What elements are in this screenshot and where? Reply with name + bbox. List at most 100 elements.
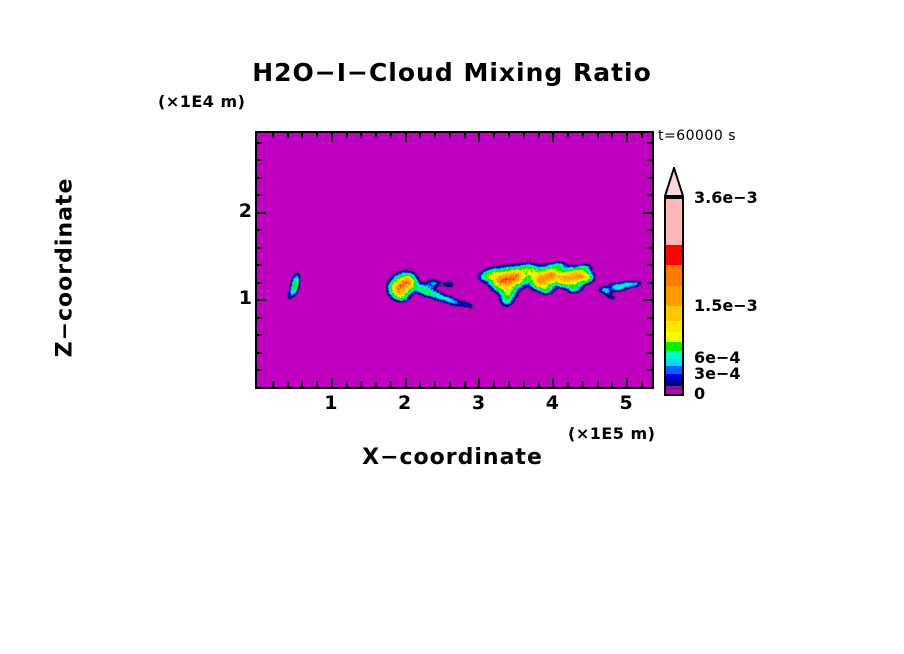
- y-tick-right: [647, 229, 652, 232]
- x-tick: [375, 382, 378, 387]
- x-tick: [626, 378, 629, 387]
- x-tick-top: [271, 133, 274, 138]
- contour-plot-area: [255, 131, 654, 389]
- x-tick-label: 5: [619, 392, 633, 414]
- y-tick-right: [647, 281, 652, 284]
- x-tick-top: [345, 133, 348, 138]
- colorbar-band: [666, 342, 682, 352]
- colorbar-band: [666, 373, 682, 381]
- y-tick-right: [647, 316, 652, 319]
- x-tick: [345, 382, 348, 387]
- x-tick-top: [389, 133, 392, 138]
- x-axis-label: X−coordinate: [362, 445, 543, 470]
- y-tick: [257, 176, 262, 179]
- y-tick: [257, 194, 262, 197]
- title-text: H2O−I−Cloud Mixing Ratio: [252, 58, 652, 87]
- colorbar-band: [666, 306, 682, 321]
- x-tick-label: 3: [471, 392, 486, 414]
- x-tick-top: [626, 133, 629, 142]
- x-tick-top: [522, 133, 525, 138]
- colorbar-tick-label: 3.6e−3: [694, 188, 758, 207]
- x-tick: [581, 382, 584, 387]
- y-tick-right: [647, 176, 652, 179]
- x-tick: [493, 382, 496, 387]
- x-tick-top: [360, 133, 363, 138]
- x-tick-top: [463, 133, 466, 138]
- x-tick: [286, 382, 289, 387]
- y-tick-right: [643, 299, 652, 302]
- colorbar-band: [666, 320, 682, 332]
- x-tick: [271, 382, 274, 387]
- colorbar-band: [666, 331, 682, 343]
- time-annotation: t=60000 s: [658, 128, 736, 144]
- y-axis-label: Z−coordinate: [52, 177, 78, 358]
- y-tick-right: [647, 369, 652, 372]
- x-tick-top: [537, 133, 540, 138]
- x-tick-top: [448, 133, 451, 138]
- x-tick: [404, 378, 407, 387]
- x-tick: [508, 382, 511, 387]
- x-tick-top: [611, 133, 614, 138]
- y-tick: [257, 229, 262, 232]
- y-tick: [257, 369, 262, 372]
- x-tick-top: [434, 133, 437, 138]
- colorbar-band: [666, 380, 682, 387]
- x-tick: [463, 382, 466, 387]
- x-tick: [330, 378, 333, 387]
- y-tick: [257, 211, 266, 214]
- x-tick-top: [404, 133, 407, 142]
- x-tick-top: [596, 133, 599, 138]
- x-tick-top: [581, 133, 584, 138]
- y-tick: [257, 159, 262, 162]
- x-tick-top: [493, 133, 496, 138]
- colorbar-band: [666, 351, 682, 359]
- y-tick: [257, 141, 262, 144]
- y-tick: [257, 281, 262, 284]
- colorbar-band: [666, 358, 682, 367]
- colorbar-arrow-icon: [664, 167, 684, 197]
- y-tick: [257, 334, 262, 337]
- x-tick: [640, 382, 643, 387]
- y-tick: [257, 351, 262, 354]
- y-tick: [257, 264, 262, 267]
- x-tick: [552, 378, 555, 387]
- page-title: H2O−I−Cloud Mixing Ratio: [0, 58, 904, 87]
- y-tick-label: 2: [238, 199, 252, 222]
- x-tick: [537, 382, 540, 387]
- x-tick-label: 1: [324, 392, 338, 414]
- x-tick-top: [330, 133, 333, 142]
- colorbar-band: [666, 199, 682, 245]
- colorbar-band: [666, 285, 682, 307]
- x-tick: [419, 382, 422, 387]
- y-tick-right: [647, 334, 652, 337]
- y-axis-unit-label: (×1E4 m): [158, 92, 246, 111]
- y-tick-right: [647, 246, 652, 249]
- x-tick: [596, 382, 599, 387]
- colorbar-tick-label: 6e−4: [694, 348, 741, 367]
- x-axis-unit-label: (×1E5 m): [568, 424, 656, 443]
- y-tick-right: [643, 211, 652, 214]
- colorbar-band: [666, 265, 682, 286]
- x-tick: [567, 382, 570, 387]
- y-tick: [257, 299, 266, 302]
- y-tick-right: [647, 194, 652, 197]
- x-tick-top: [478, 133, 481, 142]
- x-tick-top: [375, 133, 378, 138]
- x-tick-top: [640, 133, 643, 138]
- x-tick-top: [316, 133, 319, 138]
- x-tick: [434, 382, 437, 387]
- colorbar-tick-label: 0: [694, 384, 706, 403]
- x-tick: [611, 382, 614, 387]
- contour-canvas: [257, 133, 652, 387]
- x-tick: [316, 382, 319, 387]
- x-tick-top: [567, 133, 570, 138]
- x-tick-top: [301, 133, 304, 138]
- y-tick: [257, 316, 262, 319]
- x-tick: [478, 378, 481, 387]
- y-tick-label: 1: [238, 287, 252, 310]
- x-tick: [301, 382, 304, 387]
- x-tick-label: 2: [398, 392, 412, 414]
- x-tick-top: [419, 133, 422, 138]
- x-tick-top: [508, 133, 511, 138]
- colorbar-band: [666, 390, 682, 394]
